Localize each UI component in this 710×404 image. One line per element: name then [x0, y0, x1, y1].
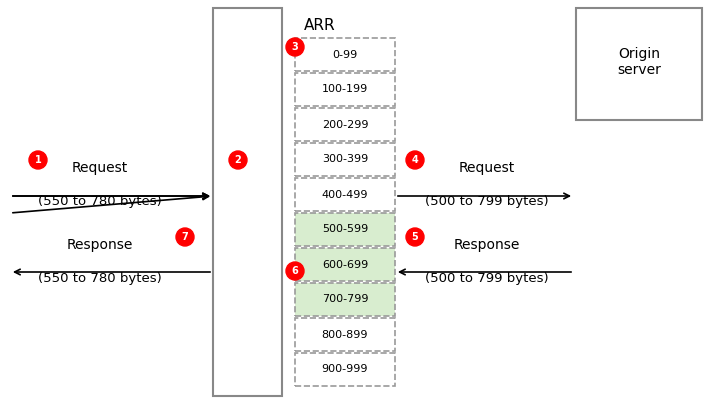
Text: (550 to 780 bytes): (550 to 780 bytes)	[38, 272, 162, 285]
Text: 200-299: 200-299	[322, 120, 368, 130]
Text: Response: Response	[67, 238, 133, 252]
Text: 700-799: 700-799	[322, 295, 368, 305]
Bar	[295, 213, 395, 246]
Text: 6: 6	[292, 266, 298, 276]
Bar	[295, 108, 395, 141]
Bar	[213, 8, 282, 396]
Text: Response: Response	[454, 238, 520, 252]
Text: (500 to 799 bytes): (500 to 799 bytes)	[425, 195, 549, 208]
Circle shape	[229, 151, 247, 169]
Bar	[295, 318, 395, 351]
Bar	[295, 73, 395, 106]
Text: 100-199: 100-199	[322, 84, 368, 95]
Text: 5: 5	[412, 232, 418, 242]
Text: 0-99: 0-99	[332, 50, 358, 59]
Text: 7: 7	[182, 232, 188, 242]
Text: 300-399: 300-399	[322, 154, 368, 164]
Bar	[295, 353, 395, 386]
Text: 600-699: 600-699	[322, 259, 368, 269]
Bar	[295, 38, 395, 71]
Text: 3: 3	[292, 42, 298, 52]
Text: ARR: ARR	[304, 18, 336, 33]
Circle shape	[406, 228, 424, 246]
Text: Request: Request	[72, 161, 128, 175]
Circle shape	[286, 38, 304, 56]
Text: 1: 1	[35, 155, 41, 165]
Bar	[295, 178, 395, 211]
Text: Origin
server: Origin server	[617, 47, 661, 77]
Bar	[295, 143, 395, 176]
Circle shape	[29, 151, 47, 169]
Text: (550 to 780 bytes): (550 to 780 bytes)	[38, 195, 162, 208]
Text: 4: 4	[412, 155, 418, 165]
Text: 500-599: 500-599	[322, 225, 368, 234]
Text: 900-999: 900-999	[322, 364, 368, 375]
Text: 800-899: 800-899	[322, 330, 368, 339]
Bar	[295, 283, 395, 316]
Circle shape	[176, 228, 194, 246]
Bar	[295, 248, 395, 281]
Bar	[576, 8, 702, 120]
Text: 2: 2	[234, 155, 241, 165]
Text: (500 to 799 bytes): (500 to 799 bytes)	[425, 272, 549, 285]
Text: 400-499: 400-499	[322, 189, 368, 200]
Circle shape	[406, 151, 424, 169]
Text: Request: Request	[459, 161, 515, 175]
Circle shape	[286, 262, 304, 280]
